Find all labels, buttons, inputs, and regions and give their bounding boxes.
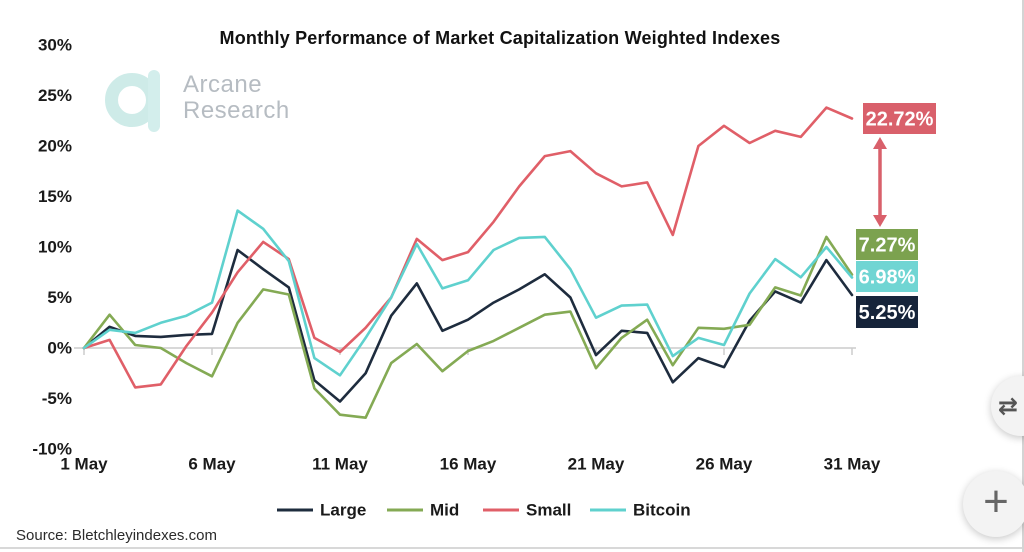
- legend-label: Small: [526, 501, 571, 520]
- series-line-mid: [82, 235, 854, 420]
- arcane-logo-bar: [148, 70, 160, 132]
- legend-item-large[interactable]: Large: [277, 501, 366, 520]
- series-line-large: [82, 248, 854, 403]
- legend-item-bitcoin[interactable]: Bitcoin: [590, 501, 691, 520]
- y-tick-label: 0%: [47, 339, 72, 358]
- page-right-divider: [1022, 0, 1024, 552]
- value-label-large: 5.25%: [856, 296, 918, 328]
- source-caption: Source: Bletchleyindexes.com: [16, 527, 217, 544]
- watermark-line1: Arcane: [183, 71, 263, 98]
- x-tick-label: 1 May: [60, 455, 108, 474]
- series-line-bitcoin: [82, 209, 854, 377]
- legend-label: Bitcoin: [633, 501, 691, 520]
- series-line-small: [82, 106, 854, 389]
- y-tick-label: 25%: [38, 86, 72, 105]
- value-label-small: 22.72%: [863, 103, 936, 134]
- value-label-box: [856, 296, 918, 328]
- value-label-text: 22.72%: [866, 109, 934, 131]
- value-label-box: [856, 261, 918, 292]
- value-label-text: 5.25%: [859, 302, 916, 324]
- swap-arrows-icon: ⇄: [997, 392, 1019, 420]
- value-label-box: [863, 103, 936, 134]
- watermark-text: Arcane Research: [183, 72, 290, 124]
- legend-item-small[interactable]: Small: [483, 501, 571, 520]
- value-label-bitcoin: 6.98%: [856, 261, 918, 292]
- y-tick-label: -5%: [42, 389, 72, 408]
- y-tick-label: -10%: [32, 440, 72, 459]
- spread-arrow: [873, 137, 887, 227]
- x-tick-label: 6 May: [188, 455, 236, 474]
- legend-item-mid[interactable]: Mid: [387, 501, 459, 520]
- y-tick-label: 20%: [38, 137, 72, 156]
- y-tick-label: 15%: [38, 187, 72, 206]
- x-tick-label: 31 May: [824, 455, 881, 474]
- x-tick-label: 16 May: [440, 455, 497, 474]
- y-tick-label: 30%: [38, 36, 72, 55]
- watermark-line2: Research: [183, 97, 290, 124]
- x-tick-label: 26 May: [696, 455, 753, 474]
- x-tick-label: 21 May: [568, 455, 625, 474]
- chart-title: Monthly Performance of Market Capitaliza…: [219, 28, 781, 48]
- value-label-box: [856, 229, 918, 260]
- x-tick-label: 11 May: [312, 455, 368, 474]
- plus-icon: +: [983, 477, 1009, 526]
- page-bottom-divider: [0, 547, 1024, 549]
- zoom-in-button[interactable]: +: [963, 471, 1024, 537]
- y-tick-label: 10%: [38, 238, 72, 257]
- legend-label: Mid: [430, 501, 459, 520]
- value-label-text: 7.27%: [859, 235, 916, 257]
- value-label-mid: 7.27%: [856, 229, 918, 260]
- value-label-text: 6.98%: [859, 267, 916, 289]
- legend-label: Large: [320, 501, 366, 520]
- y-tick-label: 5%: [47, 288, 72, 307]
